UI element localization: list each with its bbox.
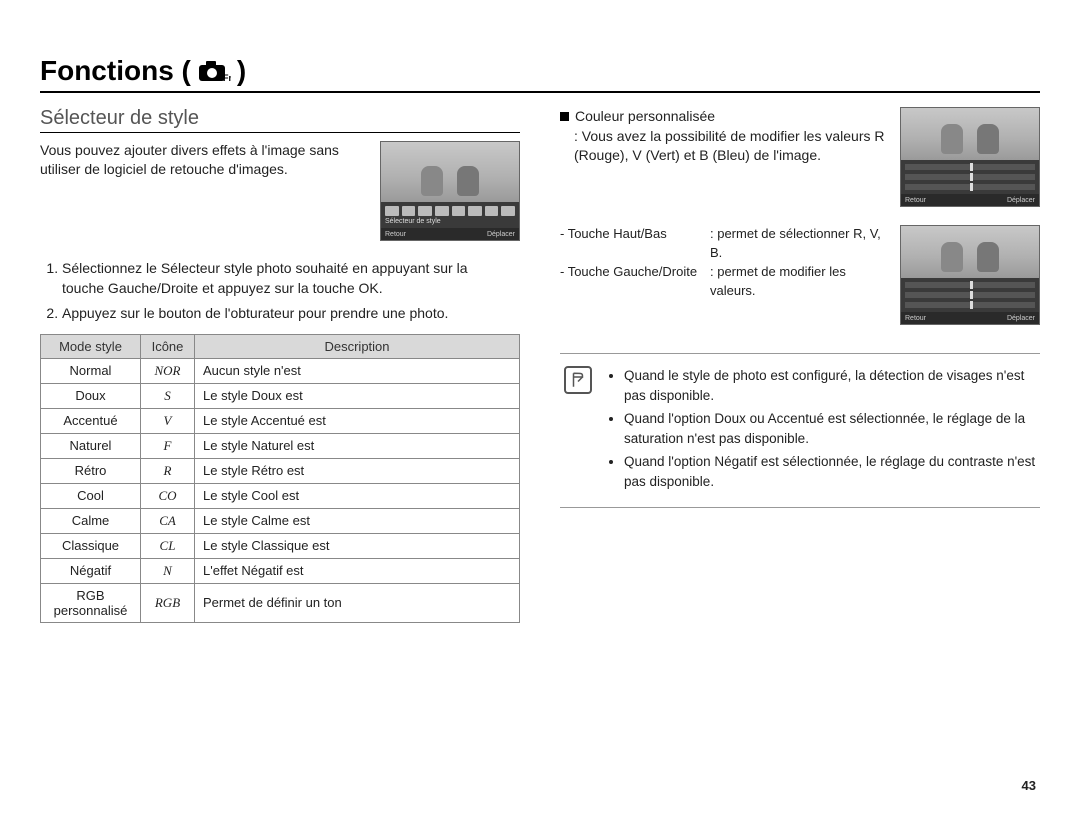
table-row: CoolCOLe style Cool est xyxy=(41,483,520,508)
section-title: Sélecteur de style xyxy=(40,107,520,133)
note-item: Quand le style de photo est configuré, l… xyxy=(624,366,1036,405)
custom-color-title: Couleur personnalisée xyxy=(560,107,888,127)
desc-cell: Permet de définir un ton xyxy=(195,583,520,622)
desc-cell: Aucun style n'est xyxy=(195,358,520,383)
table-row: DouxSLe style Doux est xyxy=(41,383,520,408)
custom-color-title-text: Couleur personnalisée xyxy=(575,108,715,124)
table-row: NaturelFLe style Naturel est xyxy=(41,433,520,458)
left-column: Sélecteur de style Vous pouvez ajouter d… xyxy=(40,107,520,623)
table-row: ClassiqueCLLe style Classique est xyxy=(41,533,520,558)
svg-text:Fn: Fn xyxy=(223,73,231,83)
camera-fn-icon: Fn xyxy=(197,59,231,83)
rgb-preview-2: Retour Déplacer xyxy=(900,225,1040,325)
table-row: RétroRLe style Rétro est xyxy=(41,458,520,483)
desc-cell: Le style Accentué est xyxy=(195,408,520,433)
desc-cell: L'effet Négatif est xyxy=(195,558,520,583)
note-box: Quand le style de photo est configuré, l… xyxy=(560,353,1040,508)
step-item: Appuyez sur le bouton de l'obturateur po… xyxy=(62,304,520,324)
icon-cell: RGB xyxy=(141,583,195,622)
title-prefix: Fonctions ( xyxy=(40,55,191,87)
table-row: NormalNORAucun style n'est xyxy=(41,358,520,383)
mode-cell: Négatif xyxy=(41,558,141,583)
mode-cell: Doux xyxy=(41,383,141,408)
table-row: NégatifNL'effet Négatif est xyxy=(41,558,520,583)
title-suffix: ) xyxy=(237,55,246,87)
touch-key: - Touche Gauche/Droite xyxy=(560,263,710,301)
icon-cell: S xyxy=(141,383,195,408)
icon-cell: R xyxy=(141,458,195,483)
custom-color-body: : Vous avez la possibilité de modifier l… xyxy=(574,127,888,166)
icon-cell: N xyxy=(141,558,195,583)
mode-cell: Cool xyxy=(41,483,141,508)
mode-cell: Rétro xyxy=(41,458,141,483)
style-selector-preview: Sélecteur de style Retour Déplacer xyxy=(380,141,520,241)
table-row: AccentuéVLe style Accentué est xyxy=(41,408,520,433)
icon-cell: F xyxy=(141,433,195,458)
note-item: Quand l'option Doux ou Accentué est séle… xyxy=(624,409,1036,448)
icon-cell: V xyxy=(141,408,195,433)
desc-cell: Le style Rétro est xyxy=(195,458,520,483)
steps-list: Sélectionnez le Sélecteur style photo so… xyxy=(62,259,520,324)
desc-cell: Le style Cool est xyxy=(195,483,520,508)
square-bullet-icon xyxy=(560,112,569,121)
page-number: 43 xyxy=(1022,778,1036,793)
icon-cell: CO xyxy=(141,483,195,508)
preview-footer-right: Déplacer xyxy=(487,231,515,238)
table-header: Mode style xyxy=(41,334,141,358)
icon-cell: NOR xyxy=(141,358,195,383)
touch-definitions: - Touche Haut/Bas : permet de sélectionn… xyxy=(560,225,888,300)
touch-val: : permet de modifier les valeurs. xyxy=(710,263,888,301)
table-row: CalmeCALe style Calme est xyxy=(41,508,520,533)
touch-key: - Touche Haut/Bas xyxy=(560,225,710,263)
right-column: Couleur personnalisée : Vous avez la pos… xyxy=(560,107,1040,623)
page-title: Fonctions ( Fn ) xyxy=(40,55,1040,93)
note-list: Quand le style de photo est configuré, l… xyxy=(624,366,1036,495)
preview-label: Sélecteur de style xyxy=(385,218,515,225)
step-item: Sélectionnez le Sélecteur style photo so… xyxy=(62,259,520,298)
mode-cell: Naturel xyxy=(41,433,141,458)
icon-cell: CA xyxy=(141,508,195,533)
touch-val: : permet de sélectionner R, V, B. xyxy=(710,225,888,263)
preview-footer-left: Retour xyxy=(905,197,926,204)
preview-footer-right: Déplacer xyxy=(1007,315,1035,322)
mode-cell: RGB personnalisé xyxy=(41,583,141,622)
preview-footer-left: Retour xyxy=(385,231,406,238)
mode-cell: Normal xyxy=(41,358,141,383)
desc-cell: Le style Calme est xyxy=(195,508,520,533)
note-icon xyxy=(564,366,592,394)
table-header: Description xyxy=(195,334,520,358)
mode-cell: Classique xyxy=(41,533,141,558)
mode-cell: Accentué xyxy=(41,408,141,433)
intro-text: Vous pouvez ajouter divers effets à l'im… xyxy=(40,141,370,179)
desc-cell: Le style Doux est xyxy=(195,383,520,408)
table-header: Icône xyxy=(141,334,195,358)
preview-footer-left: Retour xyxy=(905,315,926,322)
styles-table: Mode style Icône Description NormalNORAu… xyxy=(40,334,520,623)
preview-footer-right: Déplacer xyxy=(1007,197,1035,204)
mode-cell: Calme xyxy=(41,508,141,533)
desc-cell: Le style Naturel est xyxy=(195,433,520,458)
desc-cell: Le style Classique est xyxy=(195,533,520,558)
note-item: Quand l'option Négatif est sélectionnée,… xyxy=(624,452,1036,491)
table-row: RGB personnaliséRGBPermet de définir un … xyxy=(41,583,520,622)
rgb-preview-1: Retour Déplacer xyxy=(900,107,1040,207)
icon-cell: CL xyxy=(141,533,195,558)
